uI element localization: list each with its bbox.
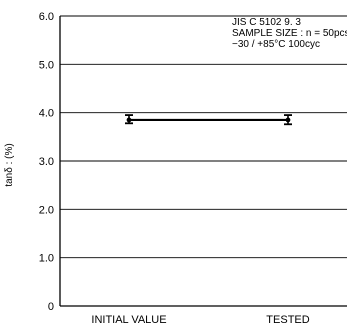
y-axis-label: tanδ : (%) bbox=[4, 143, 15, 186]
x-category-label: TESTED bbox=[266, 314, 309, 326]
y-tick-label: 5.0 bbox=[39, 59, 54, 71]
y-tick-label: 1.0 bbox=[39, 253, 54, 265]
y-tick-label: 3.0 bbox=[39, 156, 54, 168]
y-tick-label: 6.0 bbox=[39, 11, 54, 23]
y-tick-label: 0 bbox=[48, 301, 54, 313]
series-marks bbox=[125, 114, 292, 126]
note-line: −30 / +85°C 100cyc bbox=[232, 39, 320, 50]
gridlines bbox=[60, 15, 347, 259]
note-line: JIS C 5102 9. 3 bbox=[232, 17, 301, 28]
axes bbox=[59, 16, 347, 307]
y-tick-label: 4.0 bbox=[39, 108, 54, 120]
y-tick-label: 2.0 bbox=[39, 204, 54, 216]
data-point bbox=[285, 117, 291, 123]
x-category-label: INITIAL VALUE bbox=[91, 314, 166, 326]
y-tick-labels: 0 1.0 2.0 3.0 4.0 5.0 6.0 bbox=[39, 11, 54, 313]
note-line: SAMPLE SIZE : n = 50pcs bbox=[232, 28, 347, 39]
x-category-labels: INITIAL VALUE TESTED bbox=[91, 314, 309, 326]
data-point bbox=[126, 117, 132, 123]
